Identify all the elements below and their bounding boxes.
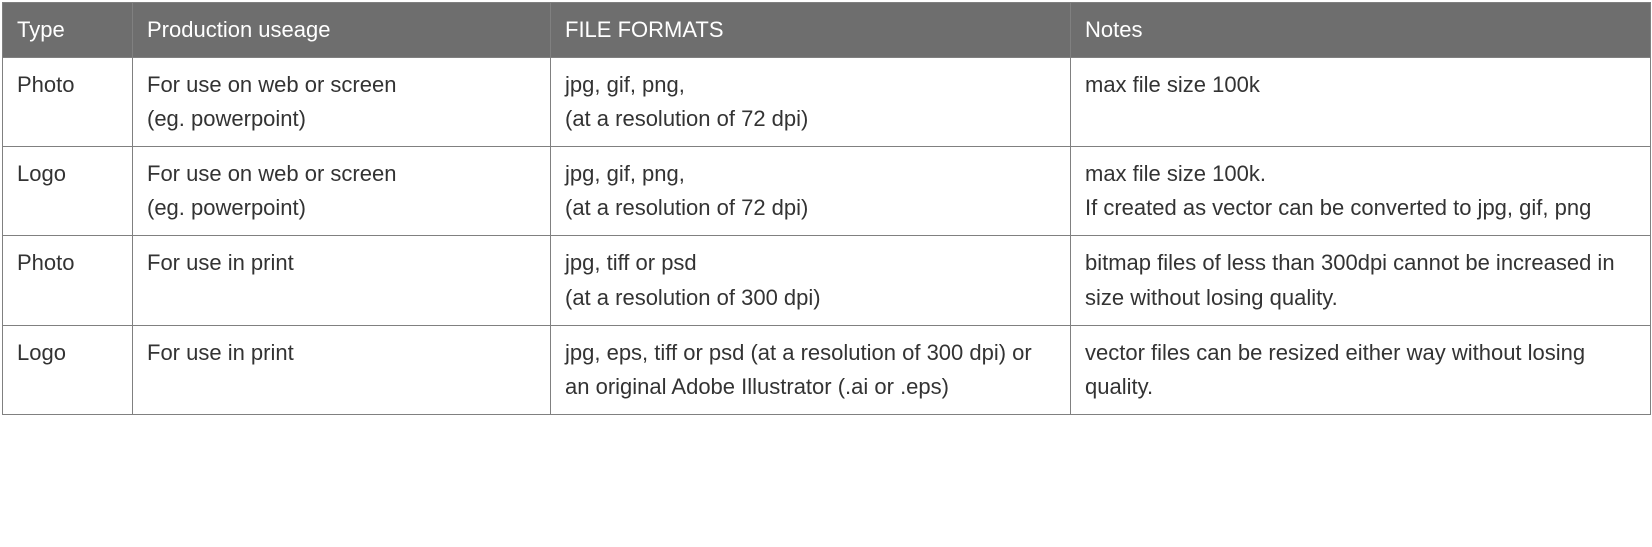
cell-notes: vector files can be resized either way w… bbox=[1071, 325, 1651, 414]
table-header-row: Type Production useage FILE FORMATS Note… bbox=[3, 3, 1651, 58]
cell-formats: jpg, gif, png,(at a resolution of 72 dpi… bbox=[551, 147, 1071, 236]
cell-usage: For use in print bbox=[133, 236, 551, 325]
cell-formats: jpg, gif, png,(at a resolution of 72 dpi… bbox=[551, 58, 1071, 147]
table-row: Logo For use in print jpg, eps, tiff or … bbox=[3, 325, 1651, 414]
cell-formats: jpg, tiff or psd(at a resolution of 300 … bbox=[551, 236, 1071, 325]
table-row: Logo For use on web or screen(eg. powerp… bbox=[3, 147, 1651, 236]
cell-type: Logo bbox=[3, 325, 133, 414]
cell-usage: For use on web or screen(eg. powerpoint) bbox=[133, 58, 551, 147]
col-header-formats: FILE FORMATS bbox=[551, 3, 1071, 58]
col-header-type: Type bbox=[3, 3, 133, 58]
file-formats-table: Type Production useage FILE FORMATS Note… bbox=[2, 2, 1651, 415]
cell-formats: jpg, eps, tiff or psd (at a resolution o… bbox=[551, 325, 1071, 414]
cell-usage: For use on web or screen(eg. powerpoint) bbox=[133, 147, 551, 236]
cell-type: Photo bbox=[3, 236, 133, 325]
cell-type: Photo bbox=[3, 58, 133, 147]
cell-notes: bitmap files of less than 300dpi cannot … bbox=[1071, 236, 1651, 325]
cell-notes: max file size 100k bbox=[1071, 58, 1651, 147]
cell-notes: max file size 100k.If created as vector … bbox=[1071, 147, 1651, 236]
table-row: Photo For use in print jpg, tiff or psd(… bbox=[3, 236, 1651, 325]
col-header-usage: Production useage bbox=[133, 3, 551, 58]
cell-type: Logo bbox=[3, 147, 133, 236]
col-header-notes: Notes bbox=[1071, 3, 1651, 58]
cell-usage: For use in print bbox=[133, 325, 551, 414]
table-row: Photo For use on web or screen(eg. power… bbox=[3, 58, 1651, 147]
